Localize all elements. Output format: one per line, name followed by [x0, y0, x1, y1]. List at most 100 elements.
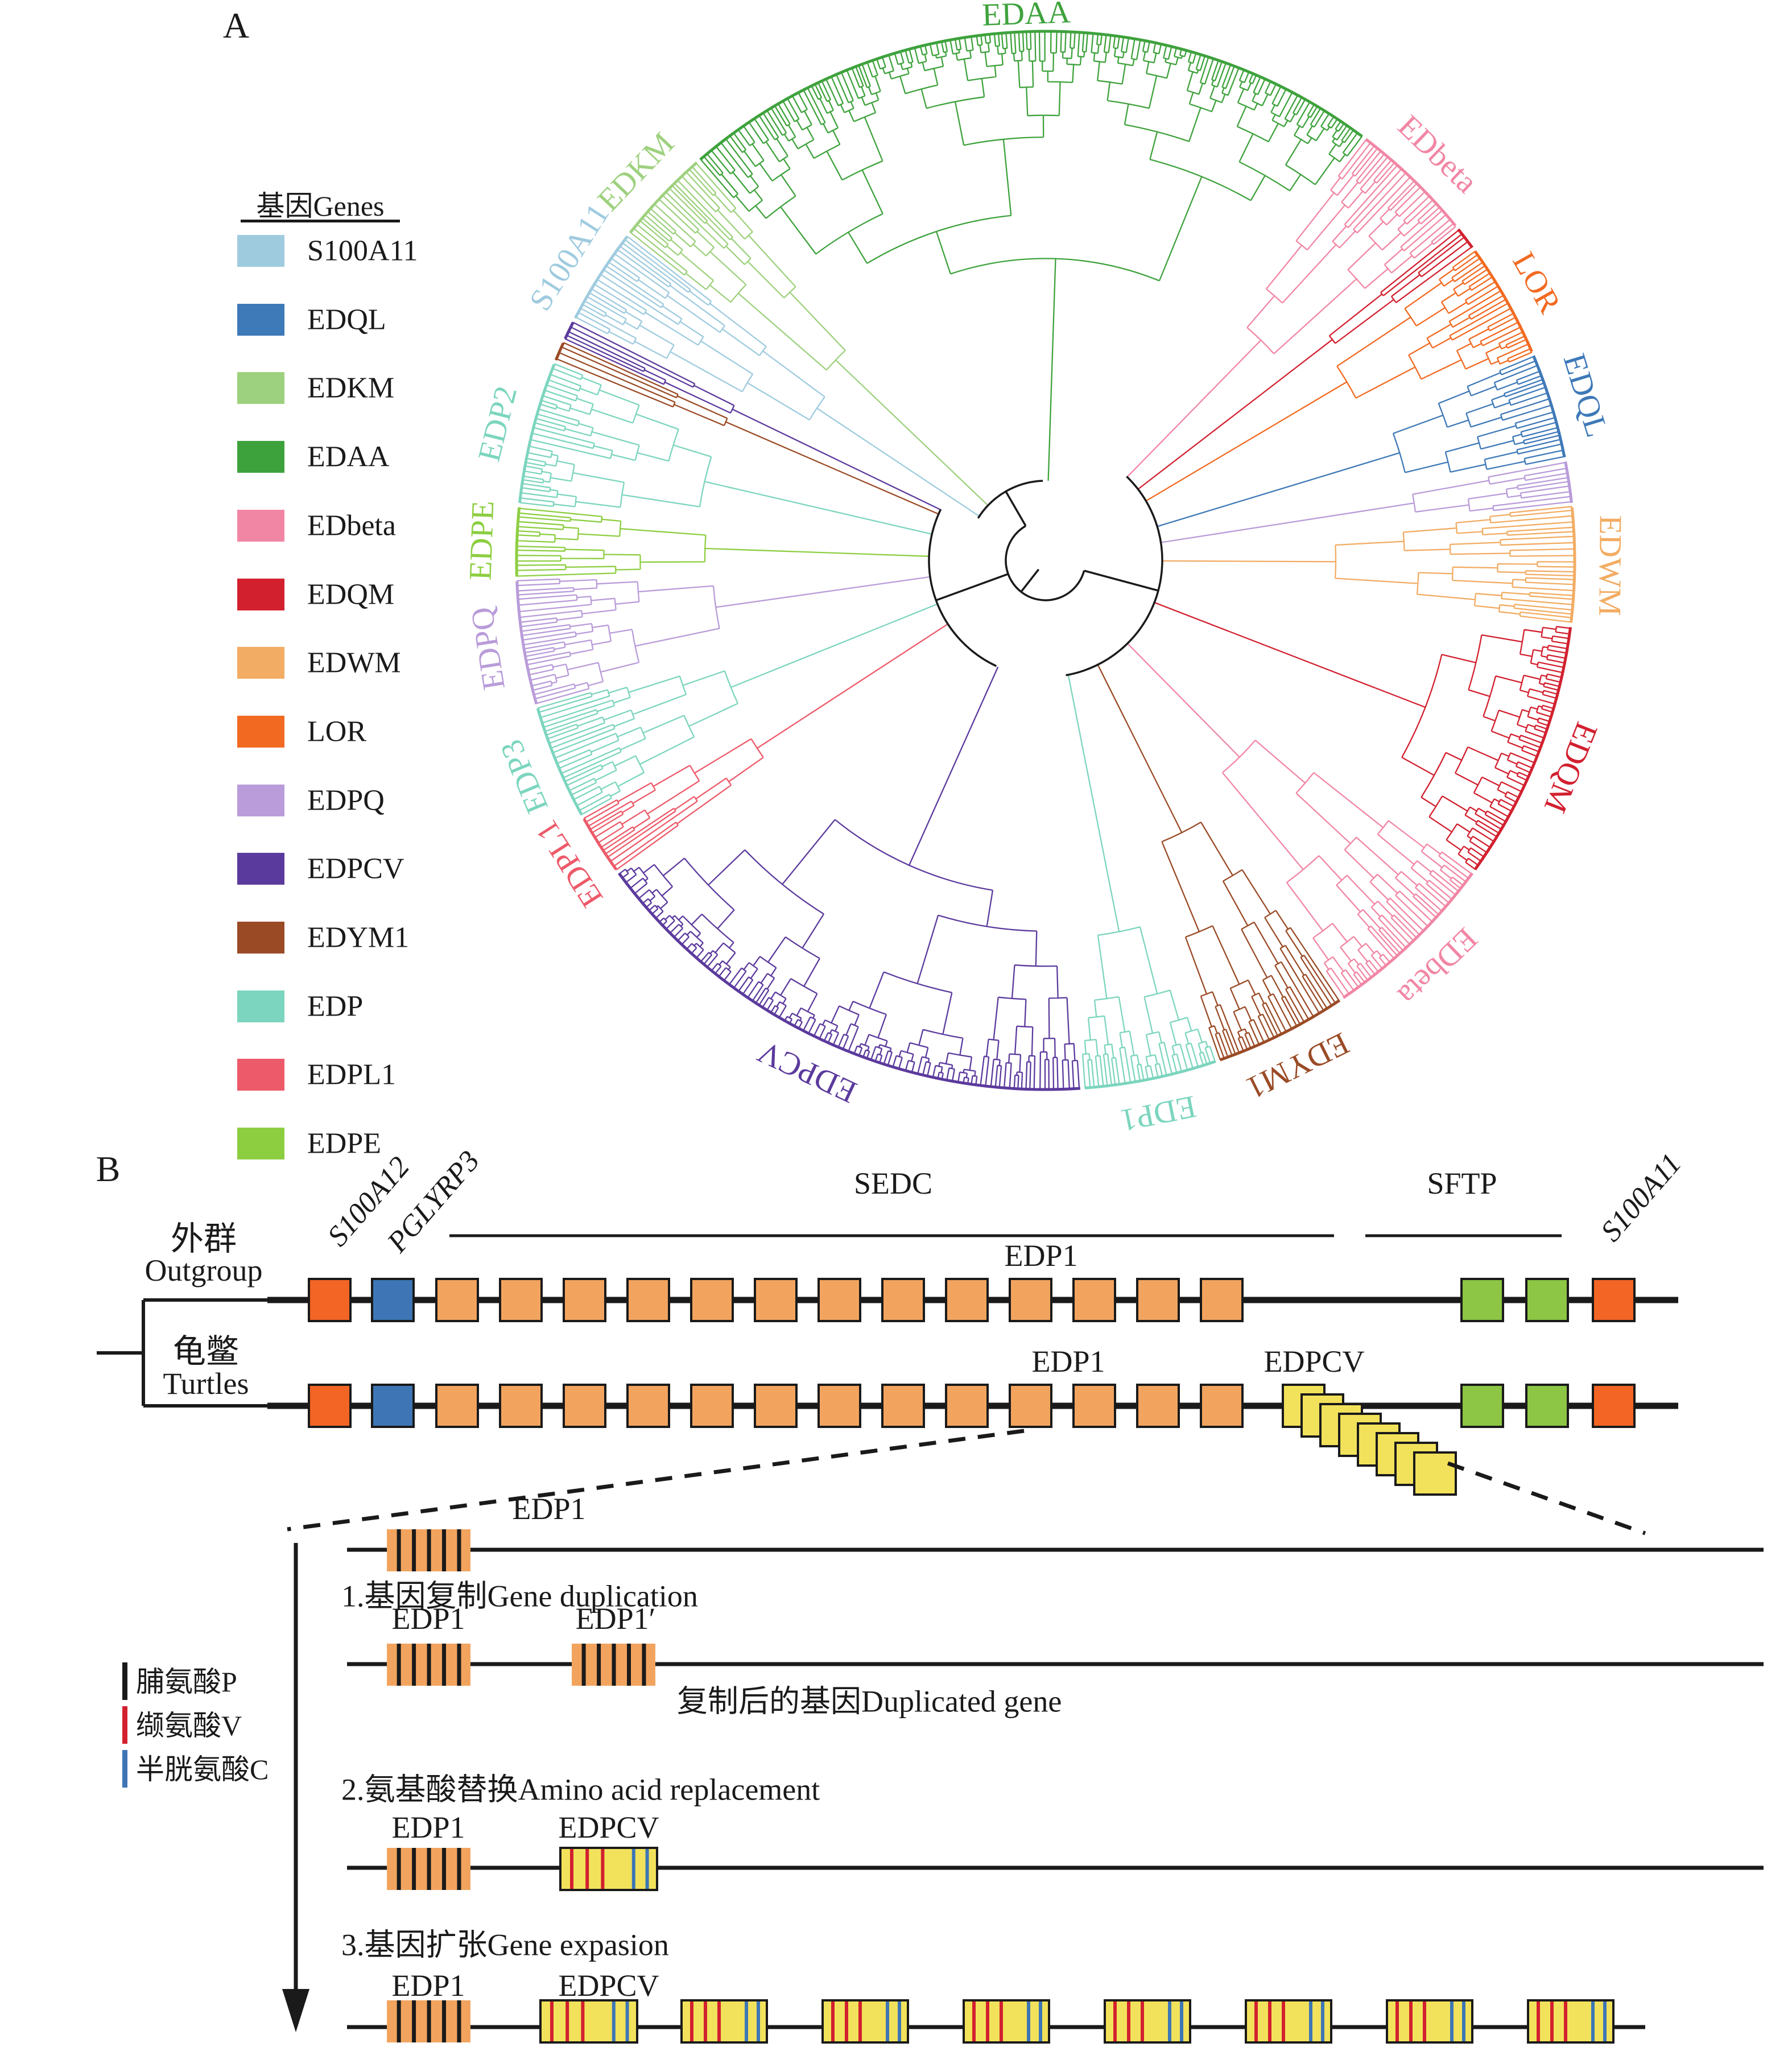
legend-rule — [241, 220, 400, 222]
outgroup-pglyrp3-box — [371, 1278, 415, 1322]
turtles-sedc-edp-box — [1009, 1384, 1052, 1428]
legend-item-label: EDbeta — [307, 509, 396, 542]
edpcv-cysteine-stripe — [1180, 2001, 1183, 2041]
legend-item-label: EDWM — [307, 646, 401, 679]
edp1-proline-stripe — [412, 2000, 416, 2042]
tree-branches — [1473, 627, 1572, 870]
turtles-sedc-edp-box — [754, 1384, 798, 1428]
tree-branches — [1145, 250, 1533, 502]
tree-branches — [1157, 355, 1566, 527]
turtles-s100a11-box — [1592, 1384, 1636, 1428]
step2-title: 2.氨基酸替换Amino acid replacement — [341, 1772, 820, 1807]
tree-branches — [519, 363, 932, 535]
edp1-proline-stripe — [597, 1644, 601, 1686]
edpcv-valine-stripe — [986, 2001, 989, 2041]
legend-item-label: S100A11 — [307, 234, 418, 267]
edp1-proline-stripe — [442, 2000, 447, 2042]
edp1-proline-stripe — [642, 1644, 646, 1686]
exp-edpcv-label: EDPCV — [558, 1968, 659, 2003]
process-edpcv-box — [1386, 1999, 1473, 2044]
tree-branches — [537, 603, 938, 815]
legend-item-label: EDKM — [307, 372, 395, 405]
outgroup-sedc-edp-box — [563, 1278, 606, 1322]
edp1-proline-stripe — [397, 1644, 401, 1686]
edpcv-turtles-label: EDPCV — [1264, 1344, 1365, 1379]
edp1-proline-stripe — [442, 1529, 447, 1571]
outgroup-sftp-box — [1460, 1278, 1504, 1322]
legend-swatch — [237, 235, 284, 267]
tree-branches — [1154, 601, 1571, 870]
edp1-proline-stripe — [581, 1644, 586, 1686]
turtles-sedc-edp-box — [817, 1384, 861, 1428]
process-edpcv-box — [1245, 1999, 1332, 2044]
edp1-proline-stripe — [397, 1529, 401, 1571]
turtles-label-cn: 龟鳖 — [172, 1333, 240, 1370]
turtles-sedc-edp-box — [690, 1384, 734, 1428]
turtles-sftp-box — [1460, 1384, 1504, 1428]
edpcv-valine-stripe — [690, 2001, 693, 2041]
tree-branches — [564, 321, 575, 340]
process-edpcv-box — [1104, 1999, 1191, 2044]
outgroup-sedc-edp-box — [817, 1278, 861, 1322]
edp1-proline-stripe — [412, 1644, 416, 1686]
outgroup-sedc-edp-box — [881, 1278, 925, 1322]
outgroup-sedc-edp-box — [499, 1278, 543, 1322]
tree-branches — [935, 573, 1009, 601]
tree-branches — [1532, 355, 1566, 458]
tree-branches — [515, 507, 930, 577]
edp1-proline-stripe — [412, 1848, 416, 1890]
legend-swatch — [237, 1128, 284, 1160]
edpcv-cysteine-stripe — [1603, 2001, 1607, 2041]
edpcv-cysteine-stripe — [645, 1849, 649, 1889]
tree-branches — [1020, 568, 1040, 593]
edpcv-cysteine-stripe — [1027, 2001, 1030, 2041]
edp1-proline-stripe — [457, 1644, 461, 1686]
edp1-proline-stripe — [457, 1529, 461, 1571]
edpcv-cysteine-stripe — [898, 2001, 901, 2041]
tree-branches — [700, 30, 1363, 481]
outgroup-sedc-edp-box — [945, 1278, 989, 1322]
edp1-proline-stripe — [397, 1848, 401, 1890]
tree-cluster-label-EDPE: EDPE — [463, 500, 501, 581]
edpcv-cysteine-stripe — [1168, 2001, 1171, 2041]
legend-item-label: EDQM — [307, 578, 395, 610]
panel-b-label: B — [96, 1149, 121, 1189]
tree-branches — [629, 162, 989, 506]
edpcv-valine-stripe — [1254, 2001, 1258, 2041]
edpcv-valine-stripe — [1537, 2001, 1540, 2041]
step1-title: 1.基因复制Gene duplication — [341, 1579, 698, 1613]
tree-branches — [1161, 461, 1572, 543]
turtles-sedc-edp-box — [945, 1384, 989, 1428]
tree-branches — [536, 708, 583, 816]
tree-branches — [1457, 228, 1474, 249]
tree-branches — [1365, 138, 1457, 227]
valine-tick — [122, 1706, 127, 1744]
edp1-proline-stripe — [457, 2000, 461, 2042]
legend-item-label: LOR — [307, 715, 366, 748]
legend-swatch — [237, 372, 284, 405]
edp1-proline-stripe — [612, 1644, 616, 1686]
legend-swatch — [237, 578, 284, 610]
tree-branches — [1005, 525, 1085, 601]
turtles-sedc-edp-box — [626, 1384, 670, 1428]
outgroup-sedc-edp-box — [754, 1278, 798, 1322]
edpcv-cysteine-stripe — [1462, 2001, 1465, 2041]
outgroup-label-en: Outgroup — [144, 1253, 263, 1287]
edpcv-valine-stripe — [1395, 2001, 1399, 2041]
edpcv-valine-stripe — [1564, 2001, 1567, 2041]
tree-branches — [1570, 507, 1576, 623]
tree-branches — [1564, 461, 1573, 504]
edp1-proline-stripe — [427, 1848, 431, 1890]
sedc-label: SEDC — [853, 1166, 933, 1200]
legend-swatch — [237, 1059, 284, 1091]
outgroup-sedc-edp-box — [626, 1278, 670, 1322]
tree-branches — [1067, 674, 1216, 1089]
edpcv-cysteine-stripe — [625, 2001, 629, 2041]
aa-legend-label: 缬氨酸V — [136, 1710, 242, 1741]
outgroup-sedc-edp-box — [1200, 1278, 1244, 1322]
tree-branches — [1342, 872, 1474, 999]
legend-swatch — [237, 303, 284, 336]
edp1-proline-stripe — [627, 1644, 631, 1686]
outgroup-sedc-edp-box — [1136, 1278, 1180, 1322]
